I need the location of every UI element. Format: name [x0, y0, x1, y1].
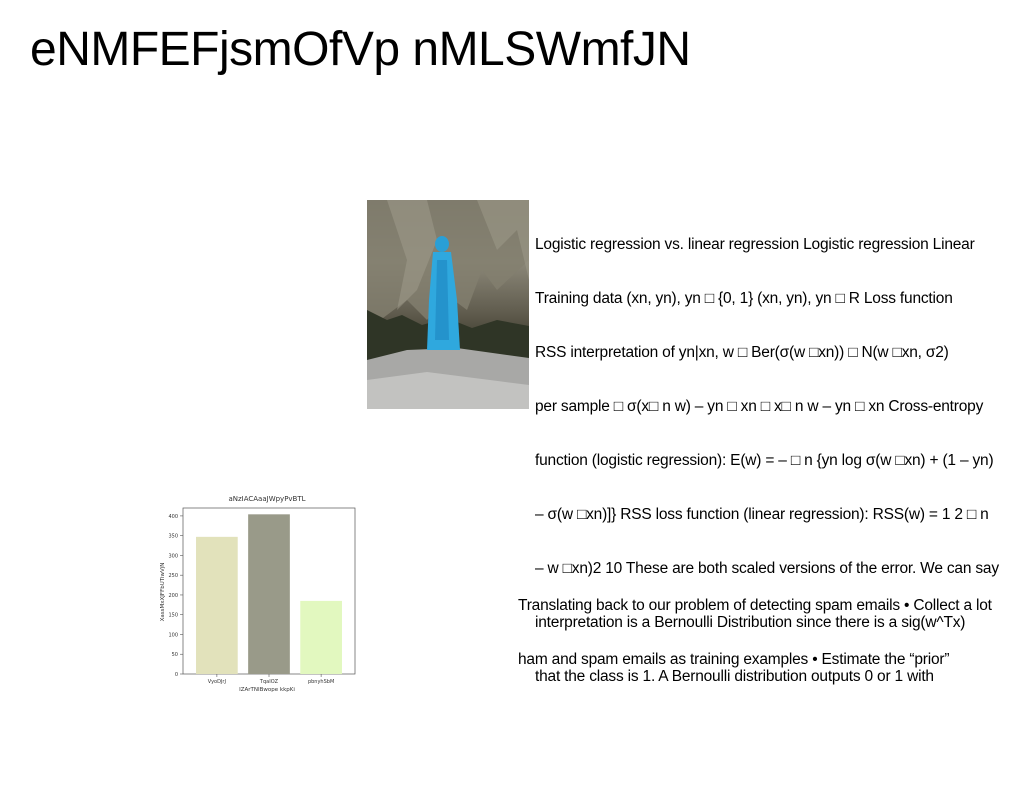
photo-illustration: [367, 200, 529, 409]
chart-plot-area: 0 50 100 150 200 250 300 350 400 VyoDJrJ TqaIOZ pbn…: [168, 507, 356, 685]
x-tick-label: pbnyhSbM: [308, 679, 334, 685]
slide-title: eNMFEFjsmOfVp nMLSWmfJN: [30, 23, 691, 76]
body-text-logistic-regression: Logistic regression vs. linear regressio…: [535, 200, 999, 704]
text-line: that the class is 1. A Bernoulli distrib…: [535, 668, 934, 685]
text-line: per sample □ σ(x□ n w) – yn □ xn □ x□ n …: [535, 398, 984, 415]
body-text-spam-detection: Translating back to our problem of detec…: [518, 561, 992, 687]
y-tick-label: 0: [175, 672, 178, 678]
bar-pbnyhSbM: [300, 600, 342, 674]
y-tick-label: 50: [172, 652, 178, 658]
text-line: – w □xn)2 10 These are both scaled versi…: [535, 560, 999, 577]
chart-title: aNzIACAaaJWpyPvBTL: [228, 495, 305, 503]
y-tick-label: 300: [168, 553, 178, 559]
y-tick-label: 400: [168, 514, 178, 520]
y-tick-label: 350: [168, 534, 178, 540]
text-line: Translating back to our problem of detec…: [518, 597, 992, 614]
y-tick-label: 250: [168, 573, 178, 579]
text-line: – σ(w □xn)]} RSS loss function (linear r…: [535, 506, 989, 523]
x-tick-label: TqaIOZ: [259, 679, 279, 685]
y-tick-label: 150: [168, 613, 178, 619]
text-line: Logistic regression vs. linear regressio…: [535, 236, 975, 253]
y-tick-label: 200: [168, 593, 178, 599]
text-line: ham and spam emails as training examples…: [518, 651, 950, 668]
photo-person-on-rock: [367, 200, 529, 409]
bar-chart: aNzIACAaaJWpyPvBTL XassMxXJFFbUTiwVjN IZ…: [160, 495, 356, 693]
text-line: Training data (xn, yn), yn □ {0, 1} (xn,…: [535, 290, 953, 307]
bar-TqaIOZ: [248, 514, 290, 674]
chart-ylabel: XassMxXJFFbUTiwVjN: [160, 563, 166, 622]
text-line: function (logistic regression): E(w) = –…: [535, 452, 994, 469]
y-tick-label: 100: [168, 632, 178, 638]
text-line: RSS interpretation of yn|xn, w □ Ber(σ(w…: [535, 344, 949, 361]
text-line: interpretation is a Bernoulli Distributi…: [535, 614, 966, 631]
chart-xlabel: IZArTNIBwope kkpKi: [239, 687, 295, 693]
x-tick-label: VyoDJrJ: [208, 679, 226, 685]
bar-VyoDJrJ: [196, 536, 238, 674]
